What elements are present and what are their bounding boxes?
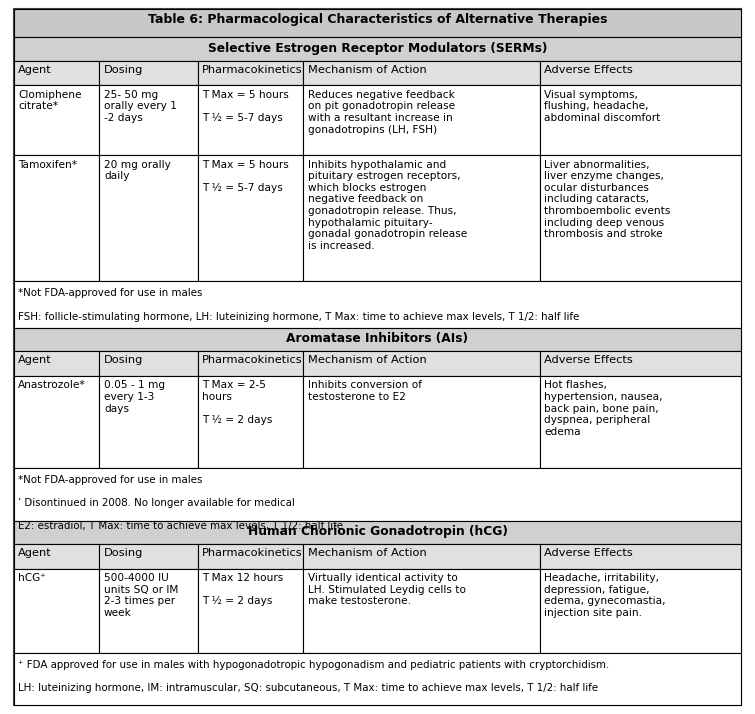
Bar	[14, 61, 100, 86]
Bar	[14, 281, 741, 328]
Text: Agent: Agent	[18, 356, 52, 366]
Text: hCG⁺: hCG⁺	[18, 573, 46, 583]
Text: Mechanism of Action: Mechanism of Action	[308, 548, 427, 558]
Bar	[14, 468, 741, 521]
Bar	[100, 351, 198, 376]
Text: Tamoxifen*: Tamoxifen*	[18, 160, 77, 170]
Text: Virtually identical activity to
LH. Stimulated Leydig cells to
make testosterone: Virtually identical activity to LH. Stim…	[308, 573, 466, 606]
Text: Adverse Effects: Adverse Effects	[544, 548, 633, 558]
Text: Inhibits hypothalamic and
pituitary estrogen receptors,
which blocks estrogen
ne: Inhibits hypothalamic and pituitary estr…	[308, 160, 467, 251]
Bar	[540, 568, 741, 653]
Text: Selective Estrogen Receptor Modulators (SERMs): Selective Estrogen Receptor Modulators (…	[208, 41, 547, 54]
Bar	[100, 544, 198, 568]
Bar	[14, 37, 741, 61]
Bar	[540, 61, 741, 86]
Text: T Max = 5 hours

T ½ = 5-7 days: T Max = 5 hours T ½ = 5-7 days	[202, 90, 289, 123]
Text: 0.05 - 1 mg
every 1-3
days: 0.05 - 1 mg every 1-3 days	[104, 381, 165, 413]
Bar	[304, 351, 540, 376]
Text: 20 mg orally
daily: 20 mg orally daily	[104, 160, 171, 181]
Bar	[540, 156, 741, 281]
Bar	[540, 376, 741, 468]
Text: T Max 12 hours

T ½ = 2 days: T Max 12 hours T ½ = 2 days	[202, 573, 284, 606]
Bar	[304, 86, 540, 156]
Text: 500-4000 IU
units SQ or IM
2-3 times per
week: 500-4000 IU units SQ or IM 2-3 times per…	[104, 573, 178, 618]
Bar	[100, 156, 198, 281]
Text: Hot flashes,
hypertension, nausea,
back pain, bone pain,
dyspnea, peripheral
ede: Hot flashes, hypertension, nausea, back …	[544, 381, 663, 437]
Bar	[100, 376, 198, 468]
Text: Human Chorionic Gonadotropin (hCG): Human Chorionic Gonadotropin (hCG)	[248, 525, 507, 538]
Bar	[198, 61, 304, 86]
Text: Liver abnormalities,
liver enzyme changes,
ocular disturbances
including catarac: Liver abnormalities, liver enzyme change…	[544, 160, 670, 239]
Bar	[14, 521, 741, 544]
Bar	[198, 568, 304, 653]
Bar	[14, 376, 100, 468]
Text: Agent: Agent	[18, 65, 52, 75]
Bar	[100, 61, 198, 86]
Text: *Not FDA-approved for use in males

’ Disontinued in 2008. No longer available f: *Not FDA-approved for use in males ’ Dis…	[18, 475, 344, 531]
Bar	[14, 328, 741, 351]
Bar	[540, 544, 741, 568]
Bar	[304, 568, 540, 653]
Bar	[14, 544, 100, 568]
Text: 25- 50 mg
orally every 1
-2 days: 25- 50 mg orally every 1 -2 days	[104, 90, 177, 123]
Bar	[14, 568, 100, 653]
Bar	[198, 156, 304, 281]
Text: Agent: Agent	[18, 548, 52, 558]
Text: T Max = 2-5
hours

T ½ = 2 days: T Max = 2-5 hours T ½ = 2 days	[202, 381, 273, 426]
Text: Dosing: Dosing	[104, 356, 143, 366]
Bar	[198, 544, 304, 568]
Text: Clomiphene
citrate*: Clomiphene citrate*	[18, 90, 82, 111]
Text: Pharmacokinetics: Pharmacokinetics	[202, 356, 303, 366]
Text: Pharmacokinetics: Pharmacokinetics	[202, 65, 303, 75]
Text: Inhibits conversion of
testosterone to E2: Inhibits conversion of testosterone to E…	[308, 381, 422, 402]
Text: ⁺ FDA approved for use in males with hypogonadotropic hypogonadism and pediatric: ⁺ FDA approved for use in males with hyp…	[18, 660, 609, 693]
Text: Mechanism of Action: Mechanism of Action	[308, 356, 427, 366]
Bar	[198, 351, 304, 376]
Text: Pharmacokinetics: Pharmacokinetics	[202, 548, 303, 558]
Bar	[14, 156, 100, 281]
Text: T Max = 5 hours

T ½ = 5-7 days: T Max = 5 hours T ½ = 5-7 days	[202, 160, 289, 193]
Bar	[100, 86, 198, 156]
Bar	[540, 351, 741, 376]
Text: Adverse Effects: Adverse Effects	[544, 65, 633, 75]
Bar	[198, 86, 304, 156]
Text: Visual symptoms,
flushing, headache,
abdominal discomfort: Visual symptoms, flushing, headache, abd…	[544, 90, 661, 123]
Text: Dosing: Dosing	[104, 548, 143, 558]
Bar	[198, 376, 304, 468]
Text: Adverse Effects: Adverse Effects	[544, 356, 633, 366]
Bar	[14, 9, 741, 37]
Bar	[304, 376, 540, 468]
Text: Reduces negative feedback
on pit gonadotropin release
with a resultant increase : Reduces negative feedback on pit gonadot…	[308, 90, 455, 134]
Bar	[540, 86, 741, 156]
Bar	[14, 351, 100, 376]
Bar	[304, 156, 540, 281]
Text: Aromatase Inhibitors (AIs): Aromatase Inhibitors (AIs)	[286, 332, 469, 345]
Bar	[14, 653, 741, 705]
Bar	[304, 61, 540, 86]
Text: Anastrozole*: Anastrozole*	[18, 381, 86, 391]
Bar	[14, 86, 100, 156]
Text: *Not FDA-approved for use in males

FSH: follicle-stimulating hormone, LH: lutei: *Not FDA-approved for use in males FSH: …	[18, 288, 580, 321]
Text: Table 6: Pharmacological Characteristics of Alternative Therapies: Table 6: Pharmacological Characteristics…	[148, 13, 607, 26]
Text: Headache, irritability,
depression, fatigue,
edema, gynecomastia,
injection site: Headache, irritability, depression, fati…	[544, 573, 666, 618]
Text: Dosing: Dosing	[104, 65, 143, 75]
Bar	[100, 568, 198, 653]
Bar	[304, 544, 540, 568]
Text: Mechanism of Action: Mechanism of Action	[308, 65, 427, 75]
